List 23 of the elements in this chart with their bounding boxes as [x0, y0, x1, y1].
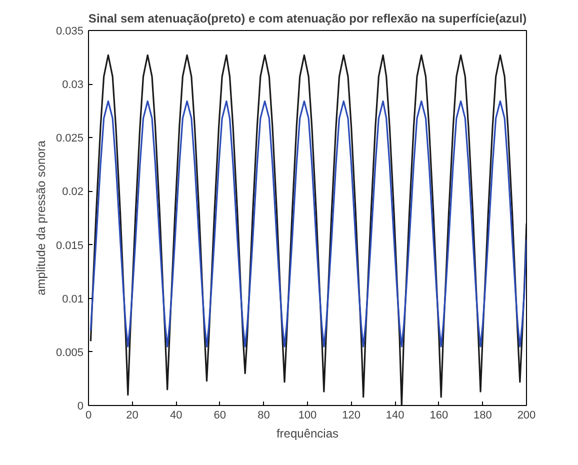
x-tick-label: 140: [386, 410, 404, 422]
y-tick-label: 0.01: [62, 293, 84, 306]
chart-title: Sinal sem atenuação(preto) e com atenuação por reflexão na superfície(azul): [88, 12, 527, 26]
y-tick-label: 0.005: [56, 346, 84, 359]
x-tick-label: 60: [214, 410, 226, 422]
y-tick-label: 0.015: [56, 240, 84, 252]
y-tick-label: 0: [77, 400, 84, 412]
x-tick-label: 0: [85, 410, 92, 422]
line-series: [90, 100, 526, 348]
x-axis-title: frequências: [276, 426, 339, 440]
x-tick-label: 20: [126, 410, 138, 422]
y-tick-label: 0.03: [62, 79, 84, 92]
x-tick-label: 200: [517, 410, 536, 422]
y-tick-label: 0.025: [56, 132, 84, 145]
y-axis-title: amplitude da pressão sonora: [34, 140, 48, 296]
x-tick-label: 160: [430, 410, 448, 422]
x-tick-label: 80: [258, 410, 270, 422]
x-tick-label: 100: [298, 410, 317, 422]
y-tick-label: 0.035: [56, 26, 84, 38]
x-tick-label: 40: [170, 410, 182, 422]
x-tick-label: 180: [474, 410, 492, 422]
x-tick-label: 120: [342, 410, 360, 422]
y-tick-label: 0.02: [62, 186, 84, 198]
